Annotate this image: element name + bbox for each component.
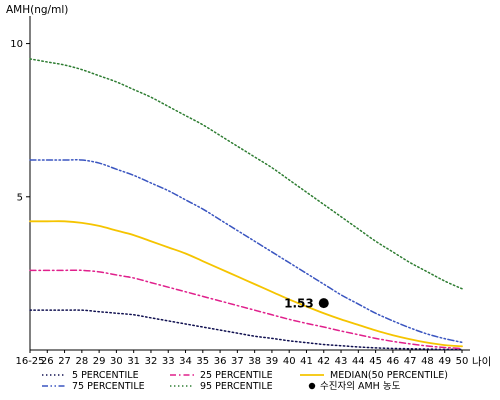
x-tick-label: 30: [110, 356, 123, 367]
x-tick-label: 41: [300, 356, 313, 367]
x-tick-label: 44: [352, 356, 365, 367]
x-tick-label: 34: [179, 356, 192, 367]
x-tick-label: 47: [404, 356, 417, 367]
y-tick-label: 5: [17, 192, 23, 203]
series-line-2: [29, 159, 463, 344]
legend-label-marker: 수진자의 AMH 농도: [320, 381, 401, 392]
legend-label-4: 95 PERCENTILE: [200, 381, 273, 392]
x-tick-label: 40: [283, 356, 296, 367]
x-tick-label: 31: [127, 356, 140, 367]
x-tick-label: 37: [231, 356, 244, 367]
patient-amh-value-label: 1.53: [284, 297, 314, 311]
x-tick-label: 50: [456, 356, 469, 367]
x-tick-label: 26: [41, 356, 54, 367]
x-tick-label: 33: [162, 356, 175, 367]
x-tick-label: 43: [335, 356, 348, 367]
legend-label-1: 25 PERCENTILE: [200, 370, 273, 381]
patient-amh-point: [318, 298, 329, 309]
x-tick-label: 29: [93, 356, 106, 367]
series-layer: [29, 58, 463, 351]
legend-label-0: 5 PERCENTILE: [72, 370, 139, 381]
x-tick-label: 28: [75, 356, 88, 367]
x-tick-label: 32: [145, 356, 158, 367]
y-tick-label: 10: [10, 39, 23, 50]
legend-label-2: 75 PERCENTILE: [72, 381, 145, 392]
legend-label-3: MEDIAN(50 PERCENTILE): [330, 370, 448, 381]
y-axis-title: AMH(ng/ml): [6, 4, 68, 16]
x-tick-label: 45: [369, 356, 382, 367]
series-line-4: [29, 58, 463, 290]
series-line-0: [29, 309, 463, 351]
marker-layer: 1.53: [284, 297, 329, 311]
x-tick-label: 16-25: [15, 356, 44, 367]
x-tick-label: 38: [248, 356, 261, 367]
x-tick-label: 49: [438, 356, 451, 367]
x-tick-label: 35: [196, 356, 209, 367]
x-tick-label: 46: [387, 356, 400, 367]
x-tick-label: 48: [421, 356, 434, 367]
legend: 5 PERCENTILE 25 PERCENTILE MEDIAN(50 PERCE…: [42, 370, 448, 392]
x-tick-label: 36: [214, 356, 227, 367]
x-axis-title: 나이: [472, 356, 491, 368]
x-tick-label: 42: [317, 356, 330, 367]
series-line-3: [29, 220, 463, 348]
x-tick-label: 27: [58, 356, 71, 367]
x-tick-label: 39: [266, 356, 279, 367]
series-line-1: [29, 269, 463, 350]
legend-swatch-marker: [308, 382, 316, 390]
